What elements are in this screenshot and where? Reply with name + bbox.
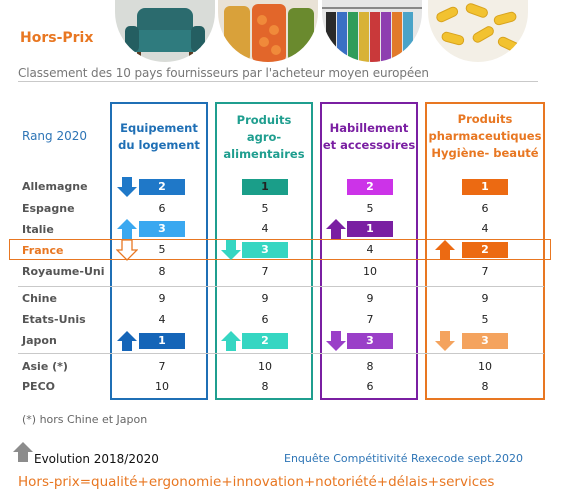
arrow-up-icon — [326, 219, 346, 239]
rank-cell: 3 — [347, 333, 393, 349]
column-box-habillement — [320, 102, 418, 400]
rank-cell: 1 — [139, 333, 185, 349]
rank-cell: 1 — [347, 221, 393, 237]
rank-cell: 5 — [261, 202, 269, 215]
column-header-agro: Produits agro-alimentaires — [223, 112, 305, 161]
title-divider — [18, 81, 538, 82]
country-label: PECO — [22, 380, 55, 393]
rank-cell: 8 — [366, 360, 374, 373]
rank-cell: 10 — [155, 380, 169, 393]
rank-cell: 1 — [242, 179, 288, 195]
rank-cell: 5 — [481, 313, 489, 326]
rank-cell: 6 — [158, 202, 166, 215]
subtitle: Classement des 10 pays fournisseurs par … — [18, 66, 429, 80]
arrow-up-icon — [435, 240, 455, 260]
rank-cell: 10 — [363, 265, 377, 278]
rank-cell: 3 — [242, 242, 288, 258]
vegetable-jars-photo — [218, 0, 318, 62]
rank-cell: 3 — [139, 221, 185, 237]
country-label: Royaume-Uni — [22, 265, 105, 278]
rank-cell: 8 — [261, 380, 269, 393]
rank-cell: 1 — [462, 179, 508, 195]
rank-cell: 8 — [158, 265, 166, 278]
column-header-pharma: Produits pharmaceutiques Hygiène- beauté — [428, 111, 542, 160]
bottom-formula: Hors-prix=qualité+ergonomie+innovation+n… — [18, 474, 495, 490]
rank-cell: 4 — [481, 222, 489, 235]
rank-cell: 5 — [158, 243, 166, 256]
rank-cell: 6 — [366, 380, 374, 393]
rank-cell: 7 — [481, 265, 489, 278]
country-label: Espagne — [22, 202, 75, 215]
arrow-down-icon — [435, 331, 455, 351]
country-label: Etats-Unis — [22, 313, 86, 326]
rank-cell: 6 — [481, 202, 489, 215]
rank-cell: 2 — [462, 242, 508, 258]
rank-cell: 6 — [261, 313, 269, 326]
rank-cell: 2 — [347, 179, 393, 195]
rank-cell: 3 — [462, 333, 508, 349]
country-label: Chine — [22, 292, 57, 305]
rank-cell: 10 — [258, 360, 272, 373]
country-label: Allemagne — [22, 180, 88, 193]
rank-cell: 4 — [158, 313, 166, 326]
column-box-pharma — [425, 102, 545, 400]
page-title: Hors-Prix — [20, 30, 94, 46]
armchair-photo — [115, 0, 215, 62]
column-box-agro — [215, 102, 313, 400]
arrow-up-icon — [117, 219, 137, 239]
arrow-up-icon — [117, 331, 137, 351]
rank-cell: 7 — [366, 313, 374, 326]
country-label: Japon — [22, 334, 57, 347]
france-highlight — [9, 239, 551, 260]
pills-photo — [428, 0, 528, 62]
rank-cell: 5 — [366, 202, 374, 215]
arrow-down-outline-icon — [116, 239, 138, 261]
rank-label: Rang 2020 — [22, 129, 88, 143]
rank-cell: 7 — [261, 265, 269, 278]
arrow-up-icon — [221, 331, 241, 351]
column-box-equipement — [110, 102, 208, 400]
country-label: France — [22, 244, 64, 257]
source-note: Enquête Compétitivité Rexecode sept.2020 — [284, 452, 523, 465]
rank-cell: 10 — [478, 360, 492, 373]
group-divider — [18, 286, 544, 287]
arrow-down-icon — [326, 331, 346, 351]
legend-label: Evolution 2018/2020 — [34, 452, 159, 466]
footnote: (*) hors Chine et Japon — [22, 413, 148, 426]
rank-cell: 4 — [366, 243, 374, 256]
legend-arrow-icon — [13, 442, 33, 462]
country-label: Asie (*) — [22, 360, 68, 373]
rank-cell: 4 — [261, 222, 269, 235]
rank-cell: 9 — [481, 292, 489, 305]
rank-cell: 8 — [481, 380, 489, 393]
arrow-down-icon — [117, 177, 137, 197]
arrow-down-icon — [221, 240, 241, 260]
rank-cell: 9 — [366, 292, 374, 305]
rank-cell: 9 — [261, 292, 269, 305]
rank-cell: 2 — [139, 179, 185, 195]
country-label: Italie — [22, 223, 54, 236]
column-header-habillement: Habillement et accessoires — [322, 121, 416, 152]
rank-cell: 9 — [158, 292, 166, 305]
group-divider — [18, 353, 544, 354]
rank-cell: 2 — [242, 333, 288, 349]
clothes-rack-photo — [322, 0, 422, 62]
column-header-equipement: Equipement du logement — [118, 121, 200, 152]
rank-cell: 7 — [158, 360, 166, 373]
